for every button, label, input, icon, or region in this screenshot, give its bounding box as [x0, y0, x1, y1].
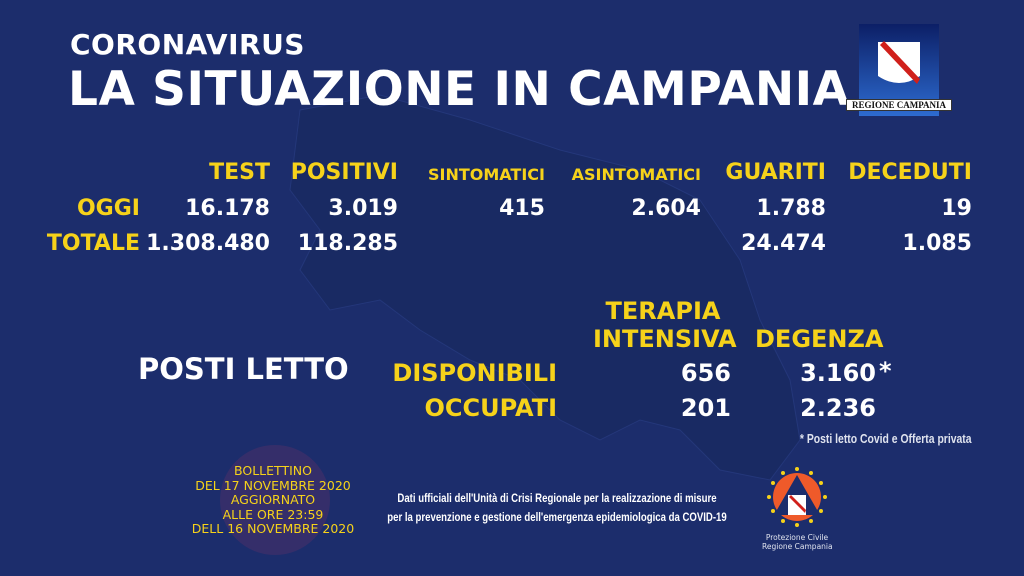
kicker: CORONAVIRUS — [70, 28, 305, 61]
col-terapia: TERAPIA — [605, 297, 721, 325]
bulletin-line: BOLLETTINO — [234, 463, 312, 478]
col-test: TEST — [209, 160, 270, 185]
source-note: Dati ufficiali dell'Unità di Crisi Regio… — [330, 489, 784, 527]
col-positivi: POSITIVI — [290, 160, 398, 185]
oggi-guariti: 1.788 — [756, 196, 826, 221]
bulletin-line: ALLE ORE 23:59 — [222, 506, 324, 522]
row-label-oggi: OGGI — [76, 196, 140, 221]
bulletin-line: DEL 17 NOVEMBRE 2020 — [195, 477, 351, 493]
posti-letto-title: POSTI LETTO — [138, 352, 349, 386]
col-asintomatici: ASINTOMATICI — [571, 165, 701, 184]
oggi-test: 16.178 — [185, 196, 270, 221]
oggi-asintomatici: 2.604 — [631, 196, 701, 221]
asterisk: * — [879, 357, 892, 385]
source-line: Dati ufficiali dell'Unità di Crisi Regio… — [397, 491, 717, 505]
label-occupati: OCCUPATI — [424, 394, 557, 422]
bulletin-line: AGGIORNATO — [230, 492, 316, 508]
protezione-line: Protezione Civile — [765, 533, 829, 542]
disponibili-degenza: 3.160 — [800, 359, 876, 387]
protezione-civile-text: Protezione Civile Regione Campania — [762, 533, 833, 551]
bulletin-line: DELL 16 NOVEMBRE 2020 — [191, 521, 355, 537]
totale-positivi: 118.285 — [297, 231, 398, 256]
protezione-civile-logo: Protezione Civile Regione Campania — [762, 465, 833, 551]
row-label-totale: TOTALE — [46, 231, 140, 256]
occupati-degenza: 2.236 — [800, 394, 876, 422]
page-title: LA SITUAZIONE IN CAMPANIA — [68, 62, 850, 117]
logo-text: REGIONE CAMPANIA — [846, 99, 952, 111]
oggi-positivi: 3.019 — [328, 196, 398, 221]
oggi-deceduti: 19 — [941, 196, 972, 221]
protezione-civile-emblem-icon — [767, 467, 827, 527]
totale-guariti: 24.474 — [741, 231, 826, 256]
totale-deceduti: 1.085 — [902, 231, 972, 256]
disponibili-ti: 656 — [680, 359, 731, 387]
source-line: per la prevenzione e gestione dell'emerg… — [387, 510, 727, 524]
coat-of-arms-icon — [878, 41, 920, 84]
col-sintomatici: SINTOMATICI — [427, 165, 545, 184]
oggi-sintomatici: 415 — [499, 196, 545, 221]
col-deceduti: DECEDUTI — [848, 160, 972, 185]
totale-test: 1.308.480 — [146, 231, 270, 256]
col-guariti: GUARITI — [725, 160, 826, 185]
regione-campania-logo: REGIONE CAMPANIA — [846, 24, 952, 116]
virus-graphic — [220, 445, 330, 555]
occupati-ti: 201 — [680, 394, 731, 422]
label-disponibili: DISPONIBILI — [392, 359, 557, 387]
bulletin: BOLLETTINO DEL 17 NOVEMBRE 2020 AGGIORNA… — [173, 463, 373, 537]
col-degenza: DEGENZA — [755, 325, 884, 353]
col-intensiva: INTENSIVA — [593, 325, 737, 353]
protezione-line: Regione Campania — [762, 542, 833, 551]
footnote: * Posti letto Covid e Offerta privata — [800, 431, 972, 446]
